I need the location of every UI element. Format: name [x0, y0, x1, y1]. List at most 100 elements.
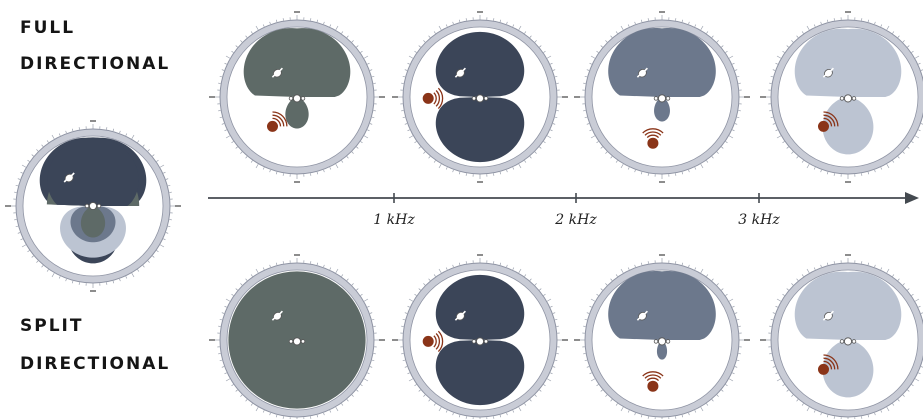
dial-cardinal-marker	[574, 96, 580, 98]
split-directional-polar-2	[392, 254, 568, 419]
dial-tick	[615, 403, 618, 406]
dial-tick	[796, 278, 799, 281]
dial-cardinal-marker	[5, 205, 11, 207]
dial-ticks	[215, 15, 379, 179]
full-directional-label-line2: DIRECTIONAL	[20, 54, 171, 74]
dial-tick	[706, 160, 709, 163]
dial-tick	[892, 31, 895, 34]
dial-tick	[546, 55, 552, 59]
dial-tick	[524, 31, 527, 34]
dial-cardinal-marker	[562, 339, 568, 341]
dial-tick	[627, 410, 630, 413]
dial-tick	[163, 238, 166, 241]
dial-cardinal-marker	[659, 181, 665, 183]
dial-tick	[341, 403, 344, 406]
dial-tick	[791, 394, 794, 397]
dial-cardinal-marker	[574, 339, 580, 341]
dial-tick	[235, 389, 238, 392]
dial-tick	[775, 305, 778, 308]
dial-tick	[736, 116, 740, 119]
dial-tick	[688, 412, 690, 416]
dial-tick	[776, 135, 782, 139]
dial-tick	[826, 19, 829, 23]
dial-tick	[826, 262, 829, 266]
dial-cardinal-marker	[659, 11, 665, 13]
dial-tick	[225, 135, 231, 139]
dial-tick	[235, 45, 238, 48]
dial-tick	[734, 69, 738, 71]
dial-tick	[367, 305, 370, 308]
dial-tick	[902, 394, 905, 397]
dial-tick	[165, 178, 169, 180]
dial-tick	[620, 268, 624, 274]
dial-tick	[918, 372, 921, 375]
dial-tick	[275, 171, 278, 175]
dial-tick	[458, 19, 461, 23]
dial-tick	[880, 267, 883, 270]
dial-tick	[550, 62, 553, 65]
dial-tick	[269, 412, 271, 416]
dial-tick	[156, 250, 159, 253]
dial-tick	[776, 55, 782, 59]
dial-tick	[589, 62, 592, 65]
dial-tick	[524, 160, 527, 163]
dial-tick	[550, 372, 553, 375]
dial-tick	[231, 293, 234, 296]
dial-tick	[627, 167, 630, 170]
dial-tick	[159, 244, 165, 248]
dial-tick	[600, 45, 603, 48]
dial-tick	[369, 366, 373, 368]
dial-tick	[512, 24, 515, 27]
full-directional-label-line1: FULL	[20, 18, 76, 38]
dial-tick	[255, 163, 259, 169]
dial-tick	[20, 171, 23, 174]
dial-tick	[620, 163, 624, 169]
dial-tick	[316, 414, 319, 418]
listener-icon	[271, 310, 283, 321]
dial-tick	[369, 312, 373, 314]
dial-tick	[360, 50, 363, 53]
dial-tick	[725, 50, 728, 53]
dial-tick	[245, 156, 248, 159]
dial-tick	[725, 141, 728, 144]
dial-tick	[167, 184, 171, 187]
dial-tick	[627, 267, 630, 270]
full-directional-polar-3	[574, 11, 750, 183]
dial-tick	[534, 40, 537, 43]
dial-tick	[590, 55, 596, 59]
dial-cardinal-marker	[175, 205, 181, 207]
dial-tick	[224, 62, 227, 65]
dial-tick	[452, 264, 454, 268]
dial-tick	[907, 45, 910, 48]
dial-tick	[404, 312, 408, 314]
dial-tick	[250, 31, 253, 34]
dial-tick	[706, 403, 709, 406]
dial-tick	[356, 288, 359, 291]
dial-tick	[329, 167, 332, 170]
dial-tick	[728, 55, 734, 59]
dial-tick	[506, 169, 508, 173]
dial-tick	[367, 372, 370, 375]
dial-cardinal-marker	[562, 96, 568, 98]
dial-tick	[711, 278, 714, 281]
dial-tick	[506, 21, 508, 25]
dial-cardinal-marker	[845, 11, 851, 13]
dial-tick	[711, 156, 714, 159]
dial-tick	[796, 35, 799, 38]
dial-tick	[681, 171, 684, 175]
dial-tick	[329, 267, 332, 270]
dial-tick	[918, 305, 921, 308]
dial-tick	[782, 293, 785, 296]
dial-tick	[363, 298, 369, 302]
dial-tick	[772, 123, 776, 125]
dial-tick	[600, 288, 603, 291]
dial-tick	[902, 283, 905, 286]
dial-tick	[351, 151, 354, 154]
dial-tick	[433, 160, 436, 163]
dial-tick	[801, 274, 804, 277]
dial-tick	[225, 378, 231, 382]
dial-cardinal-marker	[90, 120, 96, 122]
dial-tick	[586, 366, 590, 368]
dial-tick	[245, 35, 248, 38]
